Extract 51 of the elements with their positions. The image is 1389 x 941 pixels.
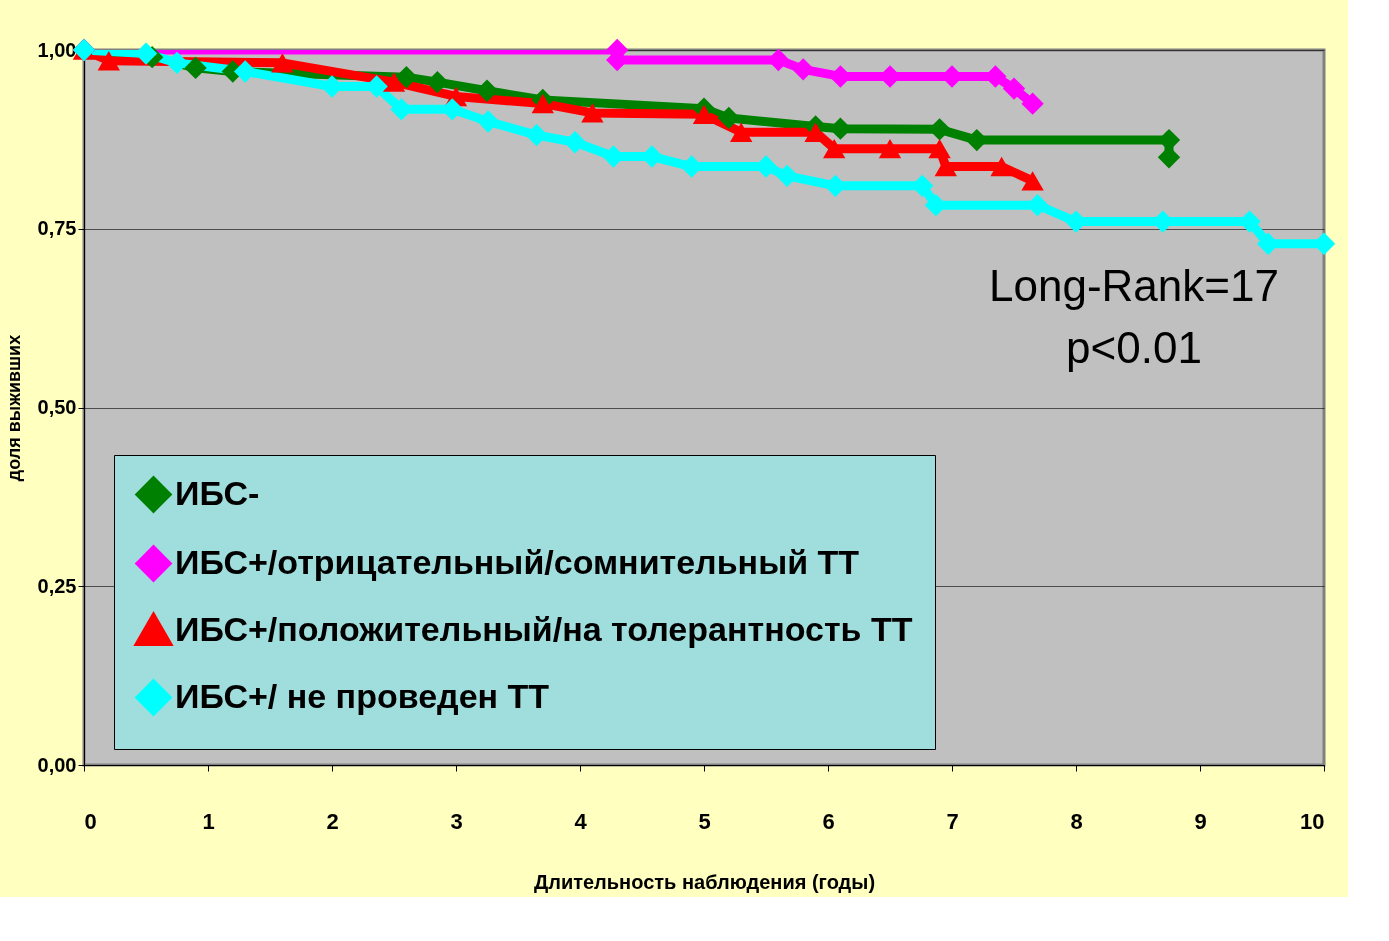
point — [426, 70, 449, 94]
point — [990, 156, 1013, 177]
x-tick-label: 3 — [450, 808, 463, 834]
point — [525, 123, 548, 147]
point — [271, 53, 294, 73]
x-tick-label: 4 — [574, 808, 588, 834]
point — [692, 104, 716, 125]
point — [395, 65, 418, 89]
point — [165, 51, 189, 75]
x-tick-label: 2 — [326, 808, 339, 834]
point — [928, 138, 951, 159]
x-tick-label: 10 — [1300, 808, 1325, 834]
y-tick-label: 0,75 — [37, 217, 77, 240]
y-axis-title: доля выживших — [3, 334, 24, 482]
x-tick-label: 0 — [84, 808, 97, 834]
point — [1002, 77, 1026, 100]
x-axis-title: Длительность наблюдения (годы) — [533, 870, 876, 893]
annotation: p<0.01 — [1066, 323, 1202, 372]
x-tick-label: 8 — [1070, 808, 1083, 834]
y-tick-label: 0,00 — [37, 753, 77, 776]
annotation: Long-Rank=17 — [989, 261, 1279, 310]
point — [878, 138, 902, 159]
point — [717, 106, 740, 130]
point — [563, 131, 587, 154]
point — [441, 98, 464, 121]
point — [477, 110, 500, 133]
point — [234, 60, 257, 83]
legend-label: ИБС+/отрицательный/сомнительный ТТ — [175, 542, 860, 581]
point — [1021, 171, 1044, 191]
x-tick-label: 7 — [946, 808, 959, 834]
point — [531, 93, 554, 114]
point — [792, 58, 815, 81]
y-tick-label: 1,00 — [37, 38, 77, 61]
legend-label: ИБС+/положительный/на толерантность ТТ — [175, 609, 913, 648]
x-tick-label: 5 — [698, 808, 711, 834]
point — [581, 103, 604, 123]
point — [475, 79, 499, 102]
x-tick-label: 1 — [202, 808, 215, 834]
x-tick-label: 6 — [822, 808, 835, 834]
point — [775, 164, 799, 188]
point — [730, 122, 753, 142]
point — [97, 51, 120, 71]
y-tick-label: 0,50 — [37, 396, 77, 418]
x-tick-label: 9 — [1194, 808, 1207, 834]
point — [1021, 92, 1044, 115]
y-tick-label: 0,25 — [37, 574, 77, 597]
point — [184, 56, 207, 80]
legend-label: ИБС- — [175, 473, 260, 512]
legend-label: ИБС+/ не проведен ТТ — [175, 676, 550, 715]
point — [382, 72, 406, 92]
point — [823, 138, 846, 159]
